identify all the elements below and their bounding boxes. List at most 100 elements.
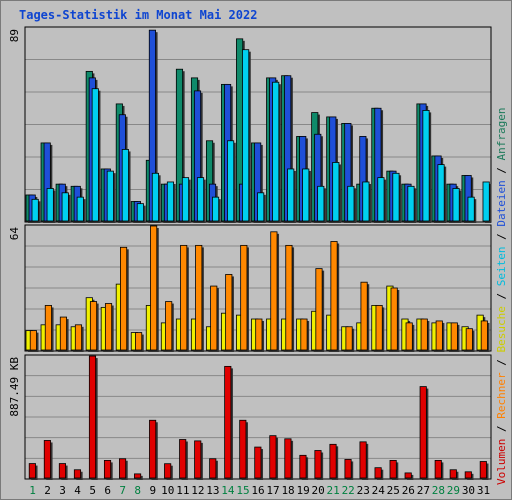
bar-rechner-day-30: [465, 328, 473, 351]
x-tick-label-day-17: 17: [266, 484, 279, 497]
bar-rechner-day-28: [435, 320, 443, 351]
bar-seiten-day-9: [151, 172, 159, 222]
bar-rechner-day-5: [89, 301, 98, 351]
bar-rechner-day-3: [59, 316, 67, 351]
x-tick-label-day-7: 7: [119, 484, 126, 497]
bar-seiten-day-1: [31, 198, 39, 222]
legend-separator: /: [495, 352, 508, 373]
bar-volumen-day-5: [88, 355, 97, 479]
bar-rechner-day-2: [44, 305, 52, 351]
x-tick-label-day-12: 12: [191, 484, 204, 497]
bar-volumen-day-12: [194, 440, 202, 479]
x-tick-label-day-11: 11: [176, 484, 189, 497]
bar-seiten-day-31: [482, 181, 490, 222]
bar-volumen-day-28: [434, 460, 442, 479]
x-tick-label-day-31: 31: [477, 484, 490, 497]
bar-rechner-day-11: [180, 244, 188, 351]
bar-rechner-day-13: [210, 285, 218, 351]
panel-top-max-label: 89: [8, 29, 21, 42]
bar-volumen-day-2: [43, 440, 51, 479]
legend-separator: /: [495, 418, 508, 439]
bar-seiten-day-28: [437, 164, 445, 222]
x-tick-label-day-5: 5: [89, 484, 96, 497]
x-tick-label-day-24: 24: [372, 484, 386, 497]
bar-volumen-day-25: [389, 460, 397, 479]
bar-seiten-day-15: [242, 49, 250, 222]
chart-title: Tages-Statistik im Monat Mai 2022: [19, 8, 258, 22]
x-tick-label-day-15: 15: [236, 484, 249, 497]
bar-rechner-day-1: [29, 330, 37, 351]
bar-rechner-day-20: [315, 268, 323, 351]
x-tick-label-day-23: 23: [357, 484, 370, 497]
bar-rechner-day-21: [330, 241, 338, 351]
x-tick-label-day-14: 14: [221, 484, 235, 497]
x-tick-label-day-4: 4: [74, 484, 81, 497]
panel-bottom-max-label: 887.49 KB: [8, 357, 21, 417]
bar-rechner-day-16: [255, 318, 263, 351]
legend: Volumen / Rechner / Besuche / Seiten / D…: [495, 107, 508, 485]
bar-seiten-day-20: [317, 185, 325, 222]
panel-middle-max-label: 64: [8, 227, 21, 241]
x-tick-label-day-29: 29: [447, 484, 460, 497]
bar-volumen-day-10: [164, 463, 172, 479]
bar-seiten-day-24: [377, 177, 385, 222]
bar-volumen-day-15: [239, 419, 247, 479]
bar-seiten-day-18: [287, 168, 295, 222]
bar-rechner-day-9: [150, 225, 158, 351]
bar-seiten-day-5: [91, 88, 99, 222]
bar-volumen-day-26: [404, 472, 412, 479]
bar-volumen-day-21: [329, 443, 337, 479]
bar-volumen-day-1: [28, 463, 36, 479]
bar-seiten-day-29: [452, 188, 460, 222]
bar-rechner-day-25: [390, 287, 398, 351]
bar-volumen-day-7: [119, 458, 127, 479]
bar-rechner-day-18: [285, 244, 293, 351]
bar-rechner-day-23: [360, 281, 368, 351]
bar-volumen-day-23: [359, 441, 367, 479]
x-tick-label-day-3: 3: [59, 484, 66, 497]
bar-seiten-day-7: [121, 149, 129, 222]
bar-seiten-day-17: [272, 81, 280, 222]
bar-rechner-day-14: [225, 274, 233, 351]
bar-seiten-day-23: [362, 181, 370, 222]
bar-seiten-day-19: [302, 168, 310, 222]
bar-seiten-day-6: [106, 170, 114, 222]
x-tick-label-day-30: 30: [462, 484, 475, 497]
bar-rechner-day-7: [120, 246, 128, 351]
x-tick-label-day-27: 27: [417, 484, 430, 497]
bar-rechner-day-12: [195, 244, 203, 351]
bar-volumen-day-16: [254, 446, 262, 479]
bar-volumen-day-14: [224, 365, 232, 479]
legend-item-dateien: Dateien: [495, 180, 508, 227]
x-tick-label-day-20: 20: [312, 484, 325, 497]
x-tick-label-day-2: 2: [44, 484, 51, 497]
bar-rechner-day-26: [405, 322, 413, 351]
legend-item-volumen: Volumen: [495, 438, 508, 485]
bar-seiten-day-4: [76, 196, 84, 222]
bar-volumen-day-19: [299, 454, 307, 479]
bar-volumen-day-18: [284, 438, 292, 479]
x-tick-label-day-13: 13: [206, 484, 219, 497]
bar-seiten-day-8: [136, 203, 144, 222]
legend-separator: /: [495, 160, 508, 181]
bar-seiten-day-11: [181, 177, 190, 222]
bar-rechner-day-19: [300, 318, 308, 351]
x-tick-label-day-6: 6: [104, 484, 111, 497]
legend-separator: /: [495, 286, 508, 307]
bar-volumen-day-27: [419, 386, 427, 479]
x-tick-label-day-25: 25: [387, 484, 400, 497]
bar-seiten-day-10: [166, 181, 175, 222]
bar-seiten-day-22: [347, 185, 355, 222]
bar-rechner-day-17: [270, 231, 278, 351]
bar-volumen-day-17: [269, 435, 277, 479]
x-tick-label-day-22: 22: [342, 484, 355, 497]
bar-seiten-day-30: [467, 196, 475, 222]
x-tick-label-day-9: 9: [149, 484, 156, 497]
bar-volumen-day-22: [344, 459, 352, 479]
bar-rechner-day-4: [74, 324, 83, 351]
x-tick-label-day-21: 21: [327, 484, 340, 497]
bar-rechner-day-31: [480, 320, 488, 351]
legend-item-rechner: Rechner: [495, 372, 508, 419]
legend-item-anfragen: Anfragen: [495, 107, 508, 161]
bar-volumen-day-11: [179, 439, 187, 479]
